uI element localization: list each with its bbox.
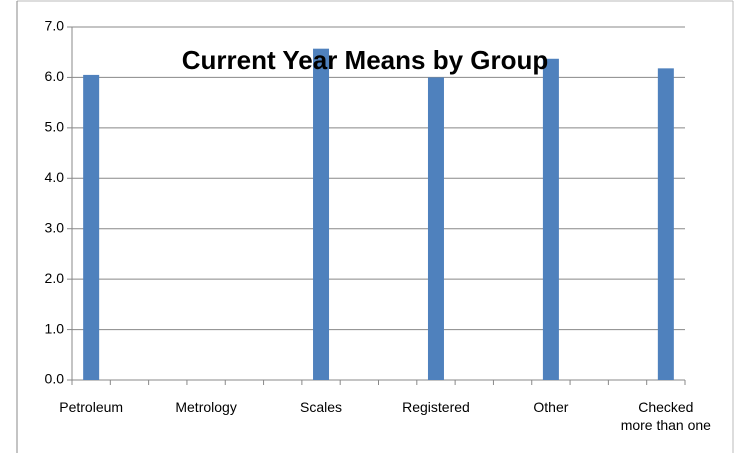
y-tick-label: 0.0 (45, 371, 65, 387)
y-tick-label: 4.0 (45, 169, 65, 185)
bar (427, 77, 444, 380)
y-tick-label: 7.0 (45, 18, 65, 34)
y-tick-label: 2.0 (45, 270, 65, 286)
x-tick-label: Metrology (175, 399, 237, 415)
x-tick-label: Petroleum (59, 399, 124, 415)
y-tick-label: 6.0 (45, 68, 65, 84)
bar (542, 58, 559, 381)
x-tick-label: Scales (300, 399, 343, 415)
bar (313, 48, 330, 380)
bar (83, 74, 100, 381)
y-tick-label: 3.0 (45, 219, 65, 235)
x-tick-label: Other (533, 399, 569, 415)
y-tick-label: 1.0 (45, 320, 65, 336)
bar (657, 68, 674, 380)
x-tick-label: Checked more than one (620, 399, 711, 433)
y-tick-label: 5.0 (45, 119, 65, 135)
chart-title: Current Year Means by Group (182, 45, 549, 75)
x-tick-label: Registered (402, 399, 470, 415)
